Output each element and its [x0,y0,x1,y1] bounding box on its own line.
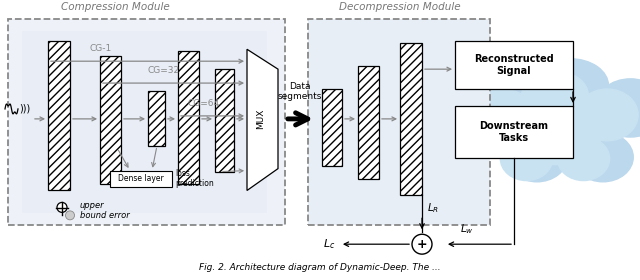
Bar [48,41,70,190]
Bar [22,31,267,213]
Bar [100,56,121,183]
Bar [455,106,573,158]
Bar [215,69,234,172]
Text: $L_R$: $L_R$ [427,202,439,215]
Text: CG=32: CG=32 [148,66,180,75]
Ellipse shape [595,79,640,137]
Bar [110,171,172,186]
Ellipse shape [472,89,534,141]
Circle shape [412,234,432,254]
Bar [322,89,342,166]
Bar [8,19,285,225]
Ellipse shape [508,97,602,165]
Bar [358,66,379,179]
Ellipse shape [531,59,609,113]
Circle shape [65,211,74,220]
Bar [308,19,490,225]
Ellipse shape [522,71,588,119]
Text: Reconstructed
Signal: Reconstructed Signal [474,54,554,76]
Text: upper
bound error: upper bound error [80,201,130,220]
Bar [400,43,422,195]
Ellipse shape [515,88,625,164]
Circle shape [57,202,67,212]
Polygon shape [247,49,278,190]
Ellipse shape [557,137,610,181]
Ellipse shape [577,89,638,141]
Text: +: + [417,238,428,251]
Ellipse shape [507,132,567,182]
Text: CG-1: CG-1 [90,44,112,53]
Ellipse shape [474,79,545,137]
Text: MUX: MUX [257,109,266,129]
Ellipse shape [573,132,633,182]
Text: $L_c$: $L_c$ [323,237,335,251]
Text: Fig. 2. Architecture diagram of Dynamic-Deep. The ...: Fig. 2. Architecture diagram of Dynamic-… [199,263,441,272]
Text: $L_w$: $L_w$ [460,222,474,236]
Text: ))): ))) [19,104,30,114]
Bar [148,91,165,146]
Ellipse shape [500,137,552,181]
Text: loss
prediction: loss prediction [175,169,214,188]
Text: Downstream
Tasks: Downstream Tasks [479,121,548,143]
Bar [455,41,573,89]
Text: Data
segments: Data segments [278,81,322,101]
Text: Dense layer: Dense layer [118,174,164,183]
Text: CG=64: CG=64 [188,99,220,108]
Bar [178,51,199,183]
Text: Decompression Module: Decompression Module [339,3,461,13]
Text: Compression Module: Compression Module [61,3,170,13]
